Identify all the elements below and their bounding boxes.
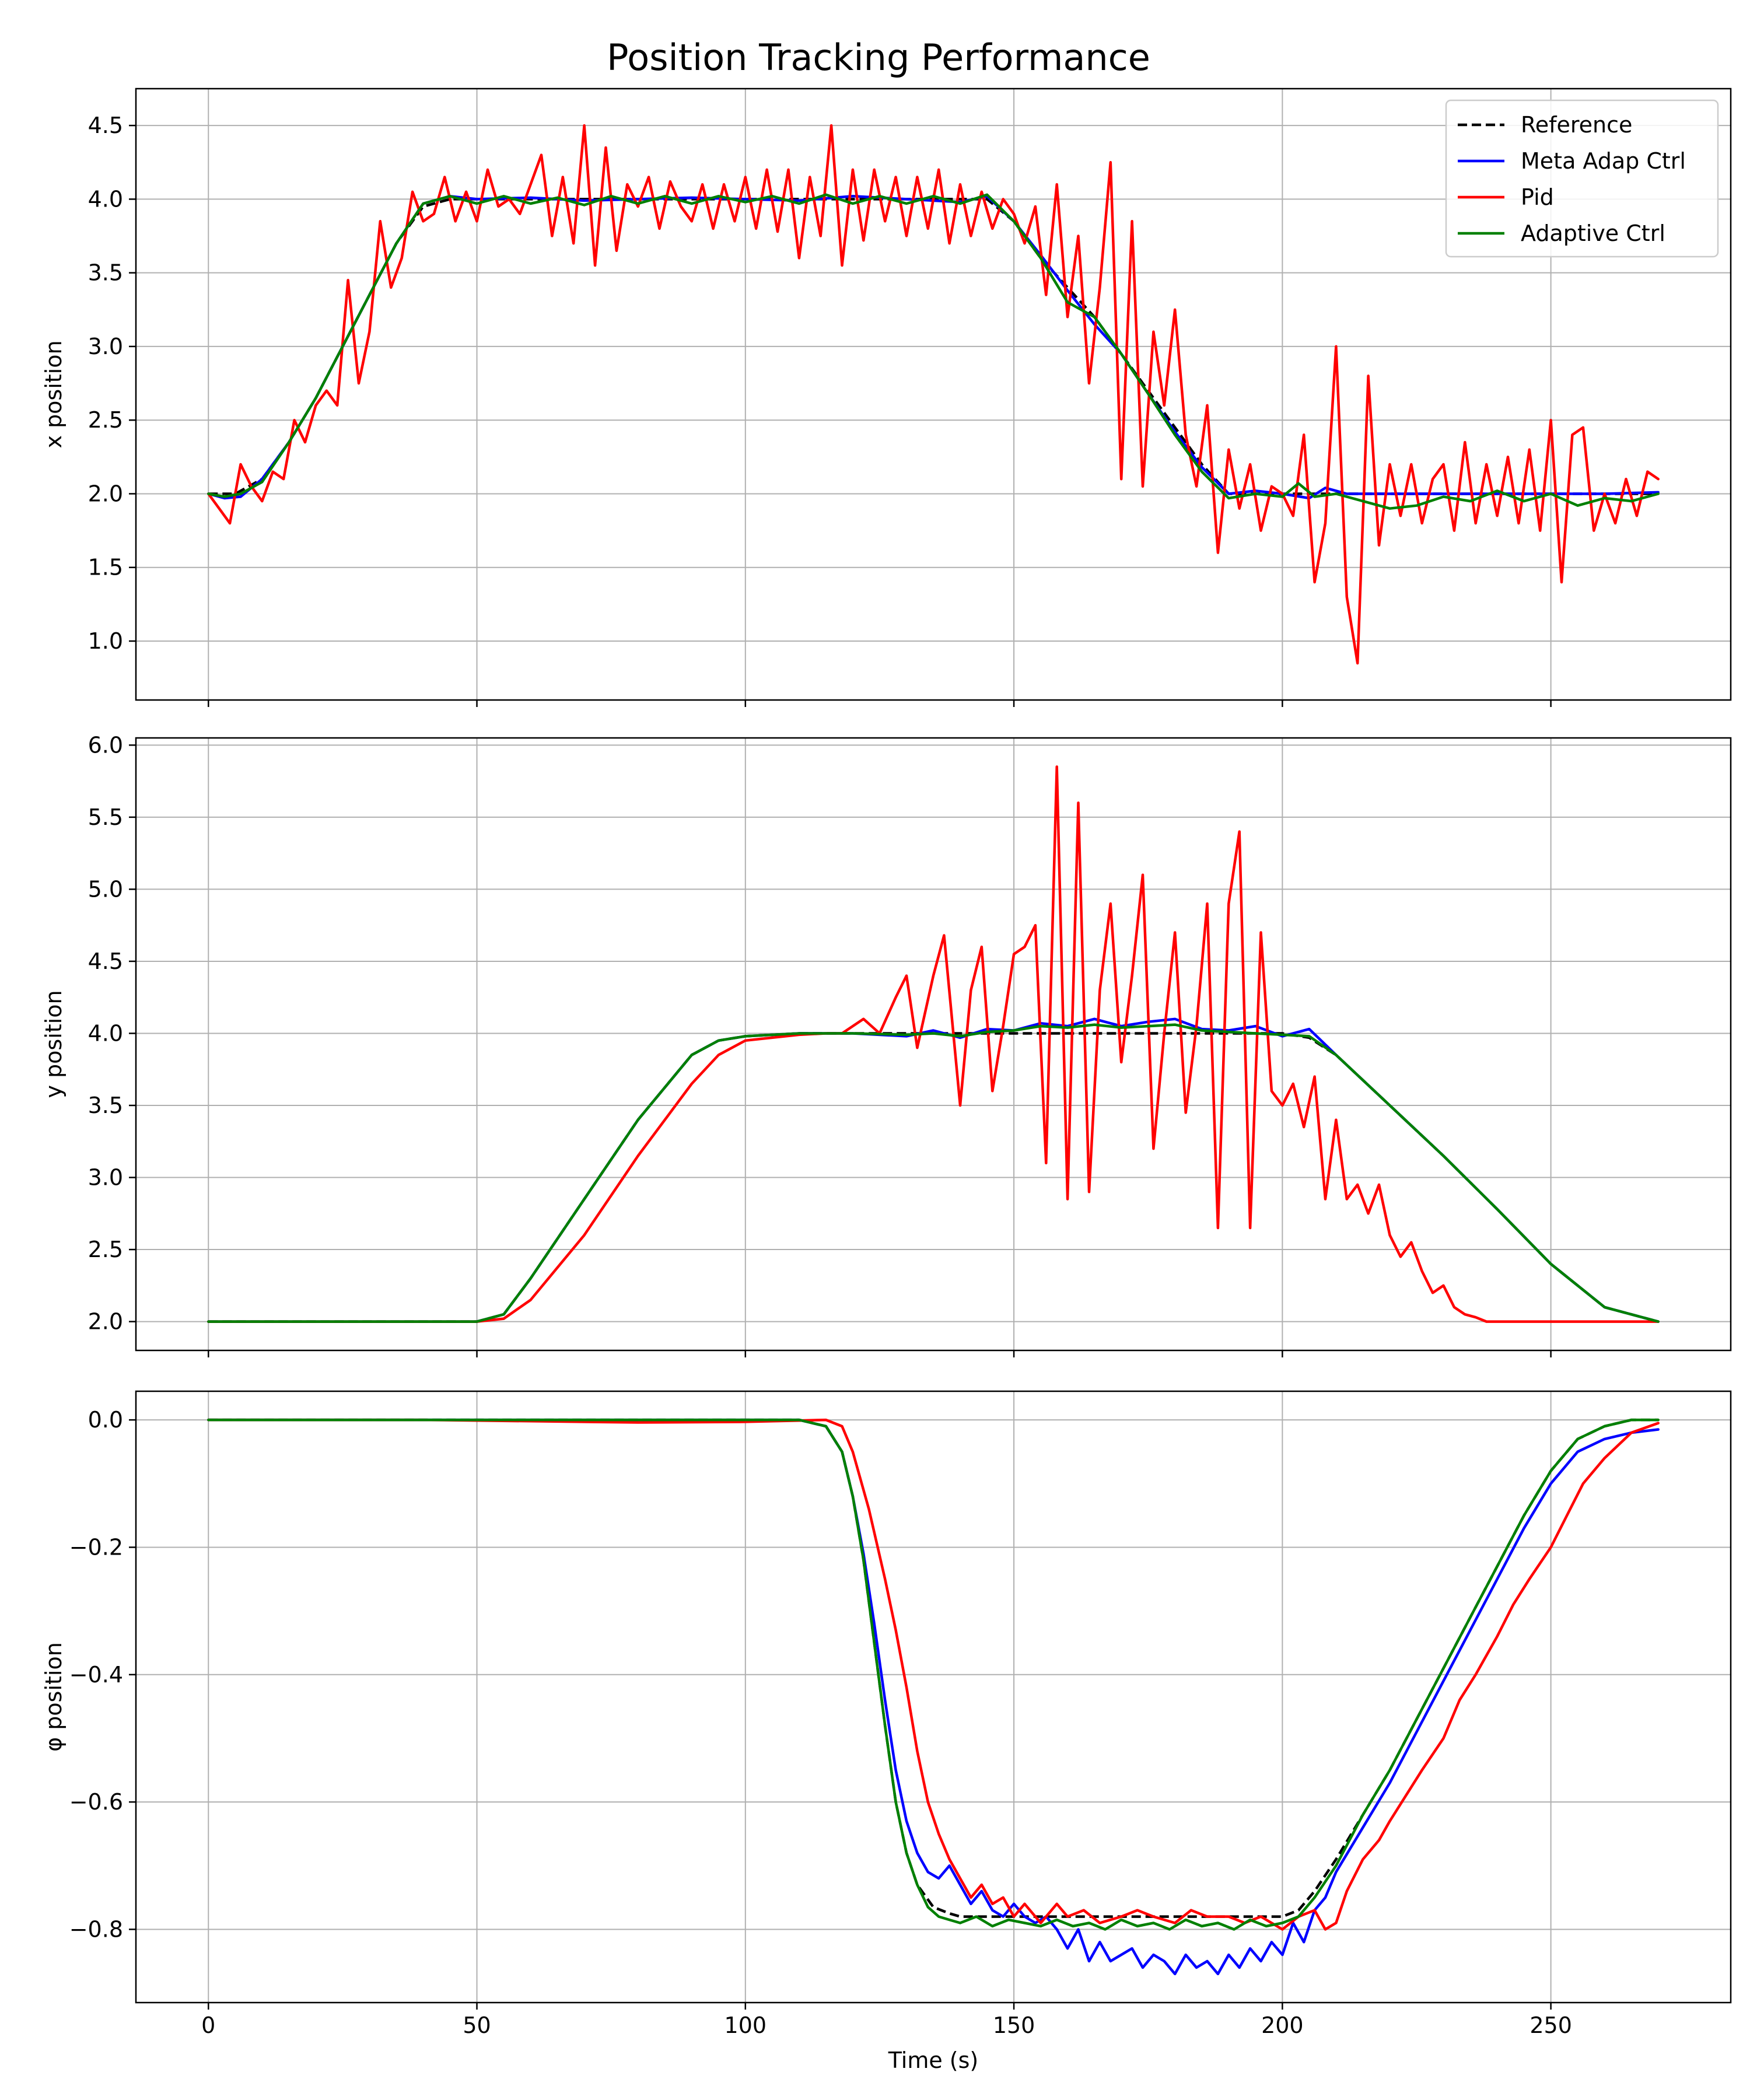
- x-position-y-tick-label: 2.5: [88, 407, 123, 433]
- y-position-series-pid: [207, 765, 1660, 1323]
- phi-position-x-tick-label: 150: [993, 2013, 1035, 2038]
- legend-label-meta-adap-ctrl: Meta Adap Ctrl: [1521, 148, 1686, 174]
- y-position-y-tick-label: 4.5: [88, 949, 123, 974]
- legend-box: [1445, 99, 1719, 258]
- y-position-axes-frame: [135, 737, 1732, 1352]
- y-position-y-tick-label: 3.5: [88, 1093, 123, 1118]
- phi-position-series-group: [207, 1418, 1660, 1976]
- phi-position-series-adaptive-ctrl: [207, 1418, 1660, 1931]
- subplots: 1.0 1.5 2.0 2.5 3.0 3.5 4.0 4.5 x position Refere…: [41, 88, 1732, 2073]
- phi-position-x-tick-label: 0: [201, 2013, 215, 2038]
- x-position-y-tick-label: 3.0: [88, 334, 123, 359]
- x-position-y-tick-label: 4.5: [88, 113, 123, 138]
- x-position-y-tick-label: 3.5: [88, 260, 123, 286]
- phi-position-y-axis-label: φ position: [41, 1642, 66, 1752]
- figure-title: Position Tracking Performance: [607, 36, 1150, 79]
- phi-position-y-tick-label: −0.2: [69, 1534, 123, 1560]
- x-position-series-adaptive-ctrl: [207, 193, 1660, 510]
- phi-position-axes-frame: [135, 1390, 1732, 2004]
- y-position-y-tick-label: 5.5: [88, 804, 123, 830]
- y-position-series-group: [207, 765, 1660, 1323]
- phi-position-x-tick-label: 100: [724, 2013, 767, 2038]
- x-position-subplot: 1.0 1.5 2.0 2.5 3.0 3.5 4.0 4.5 x position Refere…: [41, 88, 1732, 707]
- y-position-y-tick-label: 2.0: [88, 1309, 123, 1335]
- y-position-subplot: 2.0 2.5 3.0 3.5 4.0 4.5 5.0 5.5 6.0 y position: [41, 732, 1732, 1357]
- phi-position-y-tick-label: −0.6: [69, 1789, 123, 1815]
- phi-position-y-tick-label: −0.8: [69, 1916, 123, 1942]
- phi-position-y-tick-label: −0.4: [69, 1662, 123, 1688]
- phi-position-x-axis-label: Time (s): [888, 2048, 979, 2073]
- x-position-series-group: [207, 124, 1660, 665]
- y-position-y-axis-label: y position: [41, 990, 66, 1098]
- x-position-y-axis-label: x position: [41, 340, 66, 448]
- y-position-y-tick-label: 2.5: [88, 1237, 123, 1262]
- y-position-y-tick-label: 3.0: [88, 1165, 123, 1191]
- legend: Reference Meta Adap Ctrl Pid Adaptive Ctrl: [1445, 99, 1719, 258]
- phi-position-series-meta-adap-ctrl: [207, 1418, 1660, 1976]
- phi-position-x-tick-label: 50: [463, 2013, 491, 2038]
- phi-position-x-tick-label: 200: [1261, 2013, 1304, 2038]
- y-position-y-tick-label: 6.0: [88, 732, 123, 758]
- phi-position-y-tick-label: 0.0: [88, 1407, 123, 1433]
- x-position-series-pid: [207, 124, 1660, 665]
- x-position-axes-frame: [135, 88, 1732, 701]
- y-position-series-adaptive-ctrl: [207, 1023, 1660, 1323]
- x-position-y-tick-label: 4.0: [88, 186, 123, 212]
- y-position-y-tick-label: 4.0: [88, 1020, 123, 1046]
- x-position-y-tick-label: 1.5: [88, 555, 123, 580]
- y-position-y-tick-label: 5.0: [88, 876, 123, 902]
- legend-label-pid: Pid: [1521, 184, 1554, 210]
- legend-label-reference: Reference: [1521, 112, 1632, 138]
- phi-position-subplot: 0 50 100 150 200 250 −0.8 −0.6 −0.4 −0.2 0.0 φ posi…: [41, 1390, 1732, 2073]
- x-position-y-tick-label: 2.0: [88, 481, 123, 506]
- legend-label-adaptive-ctrl: Adaptive Ctrl: [1521, 220, 1665, 246]
- phi-position-series-pid: [207, 1418, 1660, 1931]
- x-position-y-tick-label: 1.0: [88, 628, 123, 654]
- phi-position-x-tick-label: 250: [1530, 2013, 1572, 2038]
